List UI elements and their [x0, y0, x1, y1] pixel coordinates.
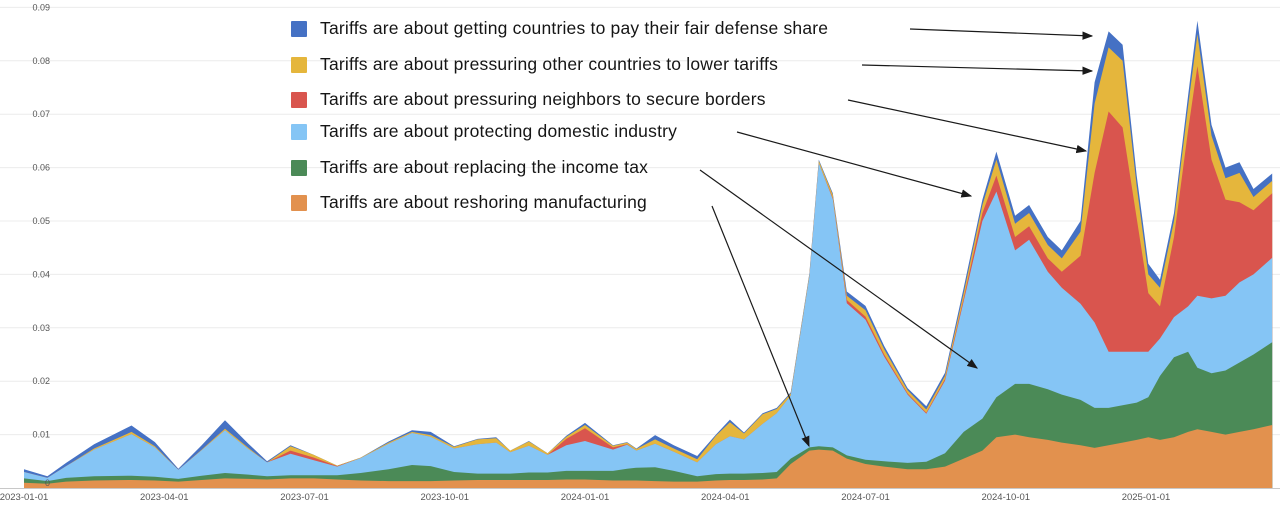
gridlines	[0, 6, 1280, 489]
svg-text:2025-01-01: 2025-01-01	[1122, 492, 1171, 503]
legend-item-income-tax[interactable]: Tariffs are about replacing the income t…	[291, 157, 648, 178]
svg-text:2024-10-01: 2024-10-01	[981, 492, 1030, 503]
legend-swatch-blue	[291, 20, 307, 37]
legend-swatch-lightblue	[291, 123, 307, 140]
legend-label: Tariffs are about pressuring neighbors t…	[320, 89, 766, 109]
svg-text:0: 0	[45, 478, 50, 488]
svg-text:0.06: 0.06	[32, 163, 50, 173]
svg-text:0.04: 0.04	[32, 269, 50, 279]
annotation-arrows	[699, 28, 1094, 448]
svg-text:0.02: 0.02	[32, 376, 50, 386]
legend-label: Tariffs are about replacing the income t…	[320, 157, 649, 177]
svg-text:0.09: 0.09	[32, 2, 50, 12]
svg-text:2023-04-01: 2023-04-01	[140, 492, 189, 503]
legend-item-secure-borders[interactable]: Tariffs are about pressuring neighbors t…	[291, 89, 766, 110]
legend-label: Tariffs are about protecting domestic in…	[320, 121, 678, 141]
svg-text:0.01: 0.01	[32, 430, 50, 440]
svg-text:2024-07-01: 2024-07-01	[841, 492, 890, 503]
svg-text:0.05: 0.05	[32, 216, 50, 226]
legend-swatch-yellow	[291, 56, 307, 73]
legend-label: Tariffs are about reshoring manufacturin…	[320, 192, 647, 212]
legend-swatch-orange	[291, 194, 307, 211]
svg-text:0.08: 0.08	[32, 56, 50, 66]
legend-item-defense-share[interactable]: Tariffs are about getting countries to p…	[291, 18, 828, 39]
axis-labels: 0 0.01 0.02 0.03 0.04 0.05 0.06 0.07 0.08 0.09 202…	[0, 2, 1170, 503]
svg-text:2023-07-01: 2023-07-01	[280, 492, 329, 503]
svg-text:2024-04-01: 2024-04-01	[701, 492, 750, 503]
legend-label: Tariffs are about pressuring other count…	[320, 54, 779, 74]
legend-item-domestic-industry[interactable]: Tariffs are about protecting domestic in…	[291, 121, 677, 142]
legend-item-reshoring[interactable]: Tariffs are about reshoring manufacturin…	[291, 192, 647, 213]
legend-swatch-red	[291, 91, 307, 108]
legend-label: Tariffs are about getting countries to p…	[320, 18, 829, 38]
svg-text:0.03: 0.03	[32, 323, 50, 333]
svg-text:2024-01-01: 2024-01-01	[561, 492, 610, 503]
legend-item-lower-tariffs[interactable]: Tariffs are about pressuring other count…	[291, 54, 778, 75]
svg-text:2023-10-01: 2023-10-01	[420, 492, 469, 503]
svg-text:0.07: 0.07	[32, 109, 50, 119]
svg-text:2023-01-01: 2023-01-01	[0, 492, 48, 503]
legend-swatch-green	[291, 159, 307, 176]
area-series	[24, 20, 1273, 489]
